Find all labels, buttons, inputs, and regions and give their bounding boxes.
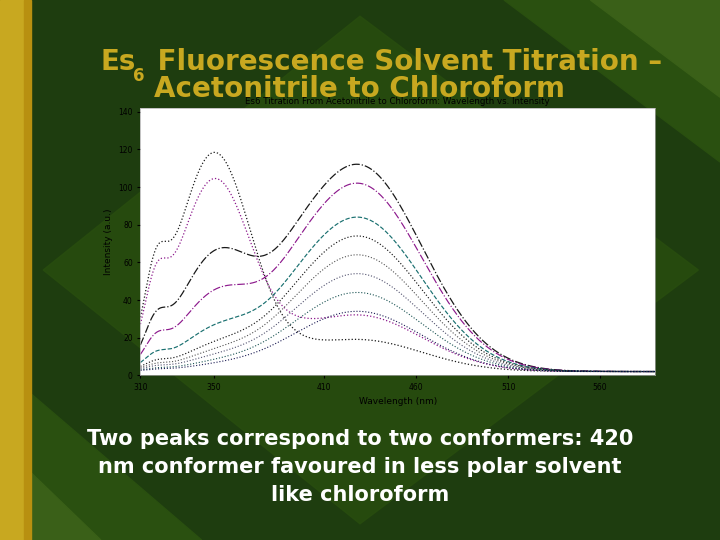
Text: Acetonitrile to Chloroform: Acetonitrile to Chloroform	[155, 75, 565, 103]
Y-axis label: Intensity (a.u.): Intensity (a.u.)	[104, 208, 113, 275]
Text: Fluorescence Solvent Titration –: Fluorescence Solvent Titration –	[148, 48, 662, 76]
Bar	[24, 0, 31, 540]
Bar	[0, 0, 24, 540]
Text: Two peaks correspond to two conformers: 420
nm conformer favoured in less polar : Two peaks correspond to two conformers: …	[87, 429, 633, 505]
Title: Es6 Titration From Acetonitrile to Chloroform: Wavelength vs. Intensity: Es6 Titration From Acetonitrile to Chlor…	[246, 97, 550, 106]
Text: Es: Es	[101, 48, 136, 76]
Polygon shape	[590, 0, 720, 97]
Polygon shape	[504, 0, 720, 162]
Text: 6: 6	[133, 66, 145, 85]
Polygon shape	[0, 443, 101, 540]
Polygon shape	[43, 16, 698, 524]
X-axis label: Wavelength (nm): Wavelength (nm)	[359, 397, 437, 407]
Polygon shape	[0, 367, 202, 540]
